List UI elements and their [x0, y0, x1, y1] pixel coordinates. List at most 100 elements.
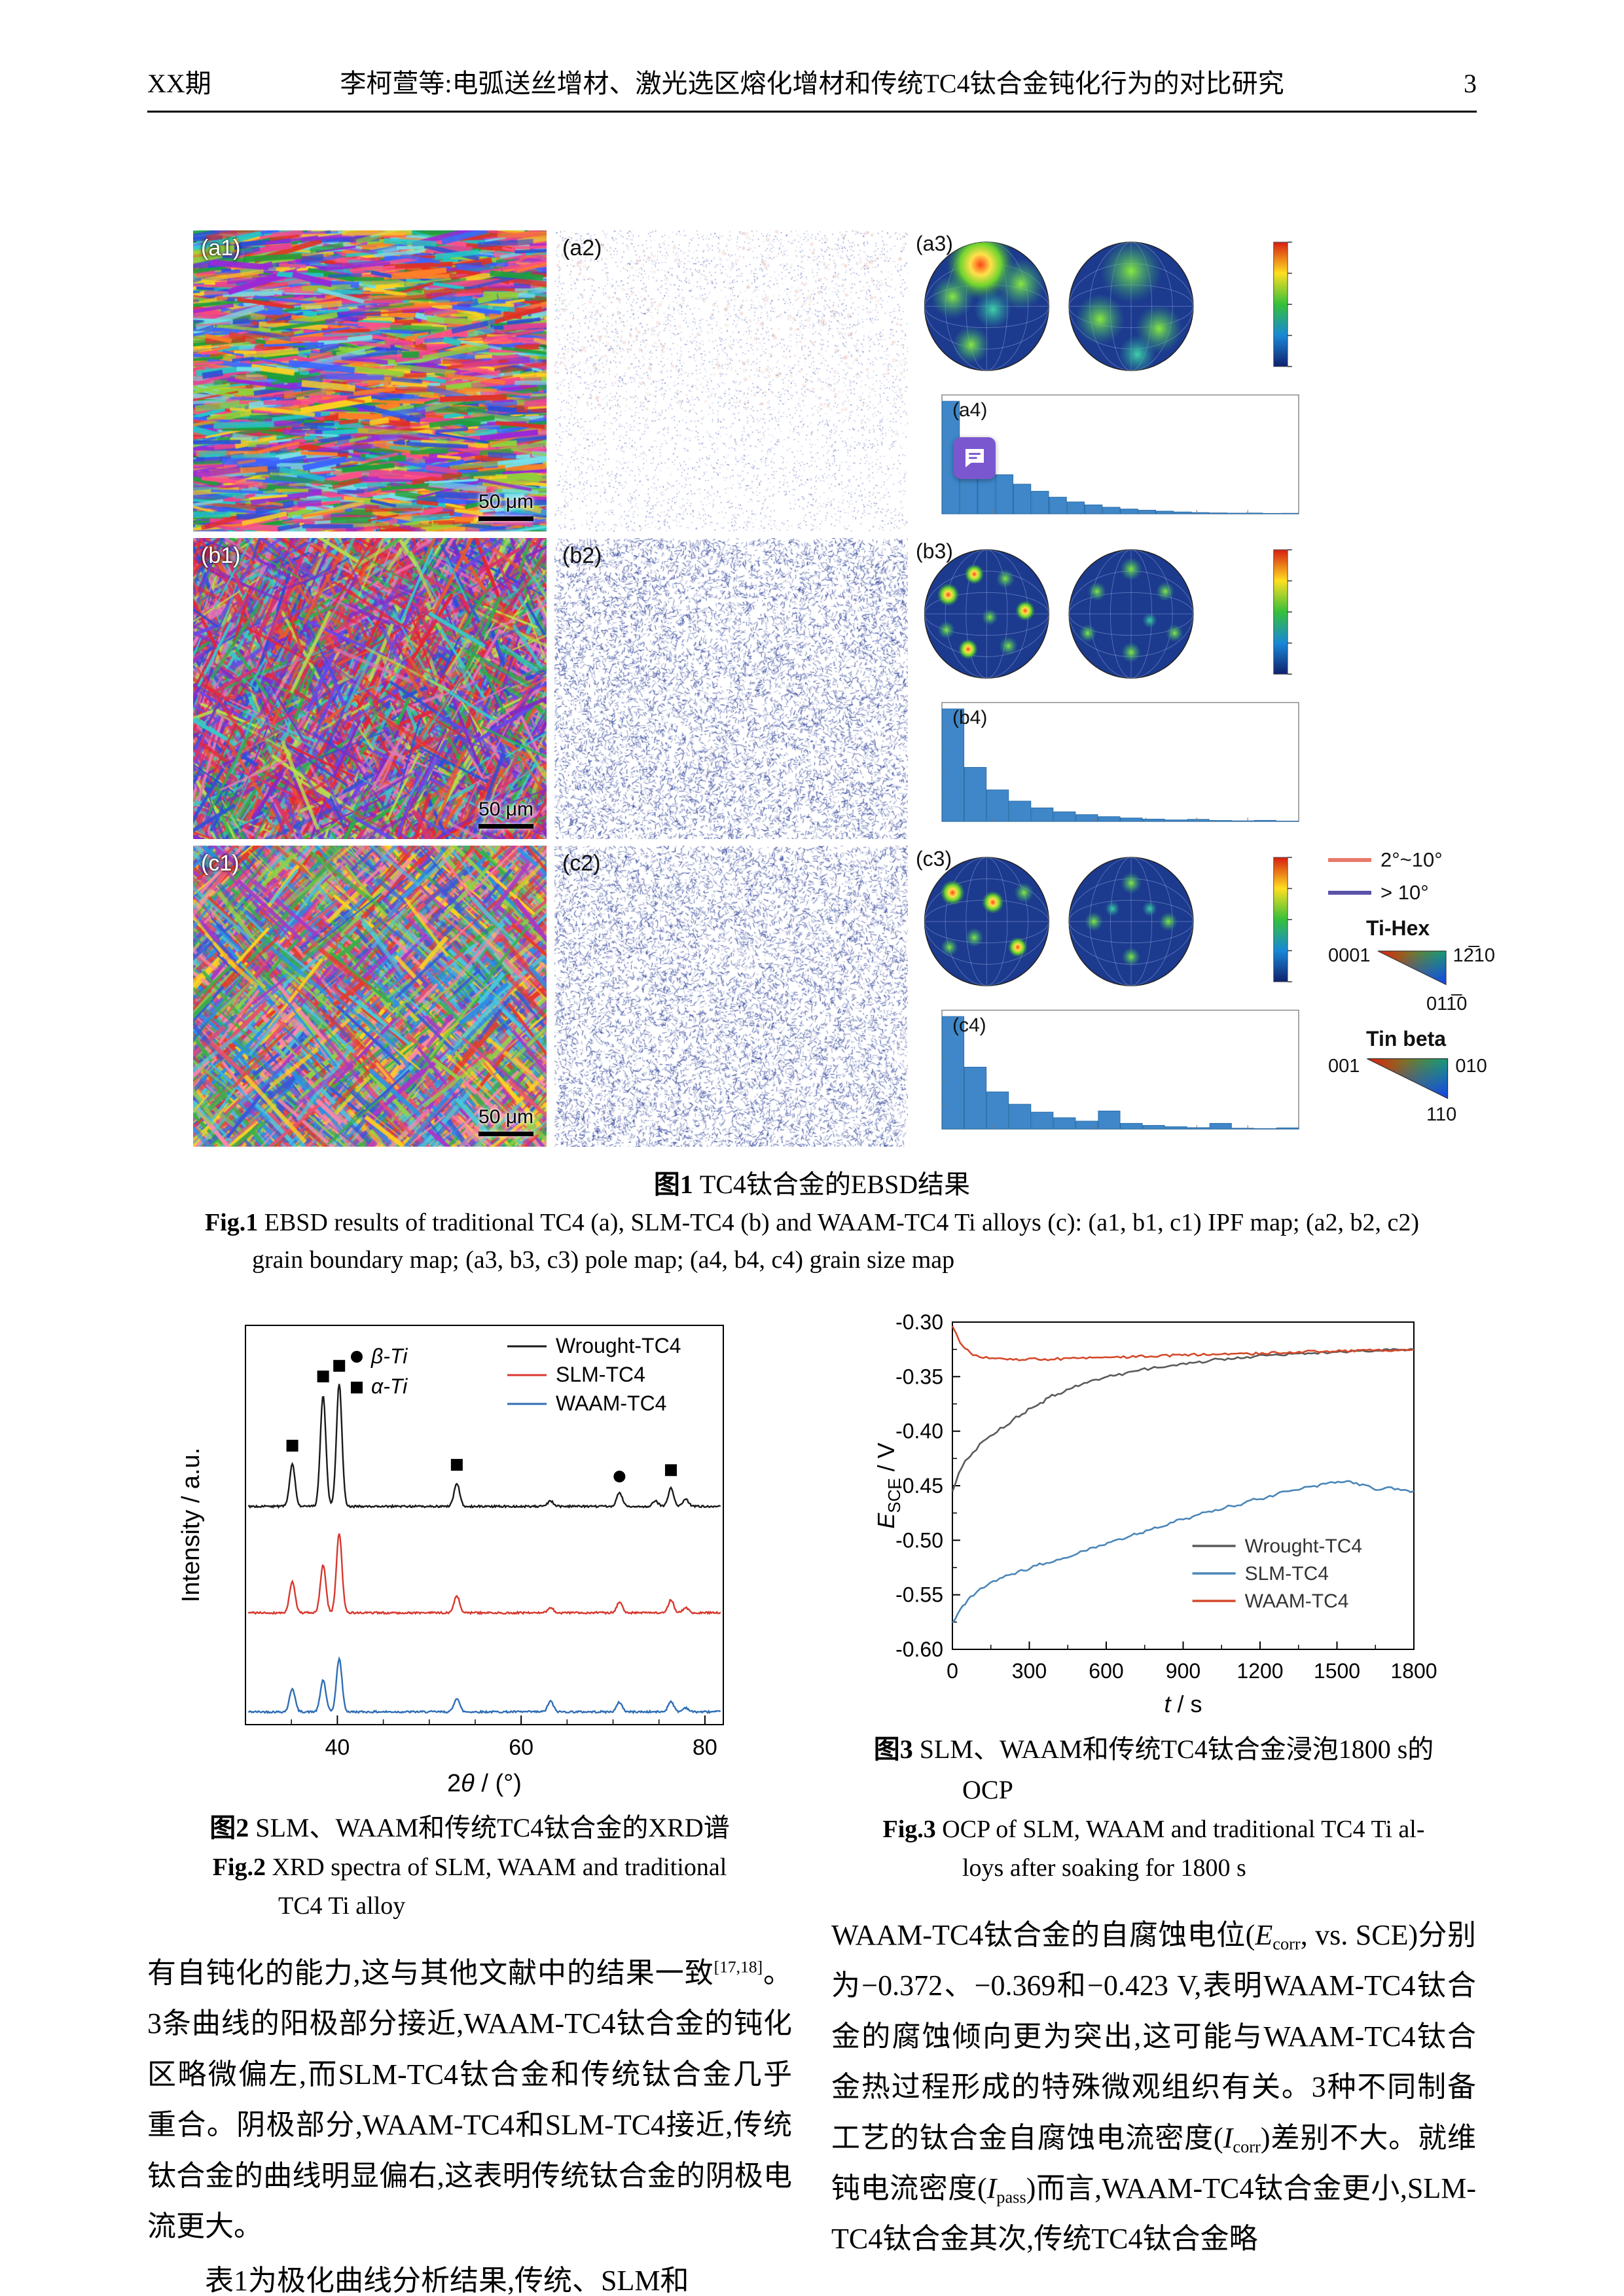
scale-bar-line [478, 824, 533, 829]
scale-bar-label: 50 μm [478, 1106, 533, 1128]
svg-text:Wrought-TC4: Wrought-TC4 [1245, 1535, 1363, 1557]
svg-text:1800: 1800 [1390, 1659, 1437, 1683]
panel-label: (b1) [201, 543, 241, 568]
ipf-map-panel-a: (a1) 50 μm [193, 230, 547, 531]
svg-text:WAAM-TC4: WAAM-TC4 [1245, 1590, 1349, 1612]
grain-boundary-canvas-a [554, 230, 908, 531]
svg-text:40: 40 [325, 1735, 350, 1760]
ipf-map-panel-c: (c1) 50 μm [193, 846, 547, 1147]
panel-label: (c2) [562, 851, 601, 876]
speech-bubble-icon [965, 449, 984, 467]
figure1-row-b: (b1) 50 μm (b2) (b3) (b4) [193, 538, 1308, 839]
tihex-color-key: 0001 12̅10 011̅0 [1328, 944, 1495, 1015]
figure1-caption-cn: 图1 TC4钛合金的EBSD结果 [653, 1170, 971, 1199]
scale-bar-line [478, 1132, 533, 1136]
grain-boundary-panel-c: (c2) [554, 846, 908, 1147]
pole-figure-panel-b: (b3) [916, 538, 1308, 687]
panel-label: (a3) [916, 232, 953, 255]
grain-size-histogram-c [941, 1009, 1299, 1130]
scale-bar: 50 μm [478, 798, 533, 829]
svg-text:1200: 1200 [1236, 1659, 1283, 1683]
journal-issue: XX期 [147, 69, 211, 98]
svg-text:-0.50: -0.50 [895, 1528, 943, 1552]
figure1-caption: 图1 TC4钛合金的EBSD结果 Fig.1 EBSD results of t… [147, 1165, 1477, 1279]
svg-text:α-Ti: α-Ti [371, 1374, 408, 1398]
tinbeta-corner-110: 110 [1426, 1104, 1457, 1125]
svg-text:-0.40: -0.40 [895, 1420, 943, 1443]
pole-and-histogram-column-b: (b3) (b4) [916, 538, 1308, 839]
figure1-caption-cn-label: 图1 [653, 1170, 693, 1199]
svg-text:300: 300 [1012, 1659, 1047, 1683]
figure1-ebsd: (a1) 50 μm (a2) (a3) (a4) [193, 230, 1495, 1147]
svg-text:60: 60 [509, 1735, 533, 1760]
scale-bar: 50 μm [478, 491, 533, 521]
figure2-caption: 图2 SLM、WAAM和传统TC4钛合金的XRD谱 Fig.2 XRD spec… [209, 1813, 730, 1920]
tihex-corner-0110: 011̅0 [1426, 994, 1468, 1014]
figure1-row-c: (c1) 50 μm (c2) (c3) (c4) [193, 846, 1308, 1147]
high-angle-boundary-line [1328, 891, 1371, 895]
panel-label: (b4) [952, 707, 988, 728]
panel-label: (a4) [952, 399, 988, 421]
panel-label: (b3) [916, 539, 953, 563]
panel-label: (c4) [952, 1014, 986, 1036]
tihex-ipf-triangle [1377, 950, 1447, 986]
tinbeta-key-title: Tin beta [1366, 1027, 1447, 1050]
body-paragraph-left-1: 有自钝化的能力,这与其他文献中的结果一致[17,18]。3条曲线的阳极部分接近,… [147, 1956, 793, 2242]
tinbeta-corner-010: 010 [1455, 1056, 1487, 1077]
low-angle-boundary-label: 2°~10° [1380, 848, 1443, 871]
xrd-chart: 40 60 80 2θ / (°) Intensity / a.u. β-Ti α-Ti Wr… [177, 1325, 724, 1797]
tinbeta-ipf-triangle [1367, 1058, 1449, 1100]
comment-annotation-icon[interactable] [954, 437, 996, 479]
svg-text:SLM-TC4: SLM-TC4 [556, 1363, 645, 1386]
two-column-section: 40 60 80 2θ / (°) Intensity / a.u. β-Ti α-Ti Wr… [147, 1302, 1477, 2296]
svg-text:-0.60: -0.60 [895, 1638, 943, 1661]
grain-size-histogram-panel-a: (a4) [916, 385, 1308, 531]
panel-label: (c1) [201, 851, 240, 876]
grain-size-histogram-panel-c: (c4) [916, 1000, 1308, 1147]
page-number: 3 [1464, 69, 1477, 98]
svg-text:WAAM-TC4: WAAM-TC4 [556, 1391, 666, 1415]
grain-size-histogram-panel-b: (b4) [916, 692, 1308, 839]
grain-boundary-canvas-c [554, 846, 908, 1147]
svg-text:Intensity / a.u.: Intensity / a.u. [177, 1448, 205, 1603]
right-column: 0 300 600 900 1200 1500 1800 -0.30 -0.35 -0.40 -0.… [831, 1302, 1476, 2296]
svg-text:1500: 1500 [1314, 1659, 1360, 1683]
svg-text:80: 80 [693, 1735, 717, 1760]
tihex-corner-1210: 12̅10 [1453, 945, 1495, 966]
svg-text:0: 0 [947, 1659, 958, 1683]
ocp-chart: 0 300 600 900 1200 1500 1800 -0.30 -0.35 -0.40 -0.… [873, 1310, 1437, 1717]
tihex-corner-0001: 0001 [1328, 945, 1371, 966]
svg-text:-0.35: -0.35 [895, 1365, 943, 1388]
svg-text:2θ / (°): 2θ / (°) [447, 1770, 522, 1797]
page-header: XX期 李柯萱等:电弧送丝增材、激光选区熔化增材和传统TC4钛合金钝化行为的对比… [147, 0, 1477, 100]
pole-figure-b [924, 549, 1292, 679]
figure1-legend: 2°~10° > 10° Ti-Hex 0001 [1328, 848, 1495, 1126]
svg-text:Wrought-TC4: Wrought-TC4 [556, 1334, 681, 1357]
pole-and-histogram-column-c: (c3) (c4) [916, 846, 1308, 1147]
tihex-key-title: Ti-Hex [1366, 916, 1430, 940]
pole-figure-c [924, 857, 1292, 986]
scale-bar-label: 50 μm [478, 491, 533, 512]
panel-label: (a1) [201, 236, 241, 260]
ipf-map-canvas-c [193, 846, 547, 1147]
svg-text:-0.55: -0.55 [895, 1583, 943, 1607]
ipf-map-canvas-b [193, 538, 547, 839]
svg-text:-0.30: -0.30 [895, 1310, 943, 1334]
svg-text:t / s: t / s [1164, 1691, 1202, 1717]
panel-label: (b2) [562, 543, 602, 568]
header-rule [147, 111, 1477, 113]
left-column: 40 60 80 2θ / (°) Intensity / a.u. β-Ti α-Ti Wr… [147, 1302, 792, 2296]
grain-boundary-panel-b: (b2) [554, 538, 908, 839]
grain-size-histogram-b [941, 702, 1299, 822]
scale-bar-line [478, 516, 533, 521]
ipf-map-canvas-a [193, 230, 547, 531]
body-paragraph-left-2: 表1为极化曲线分析结果,传统、SLM和 [205, 2265, 689, 2296]
panel-label: (a2) [562, 236, 602, 260]
svg-text:900: 900 [1166, 1659, 1200, 1683]
svg-text:SLM-TC4: SLM-TC4 [1245, 1563, 1329, 1585]
tinbeta-corner-001: 001 [1328, 1056, 1360, 1077]
svg-text:600: 600 [1089, 1659, 1123, 1683]
svg-text:β-Ti: β-Ti [370, 1344, 408, 1368]
running-title: 李柯萱等:电弧送丝增材、激光选区熔化增材和传统TC4钛合金钝化行为的对比研究 [340, 69, 1284, 98]
